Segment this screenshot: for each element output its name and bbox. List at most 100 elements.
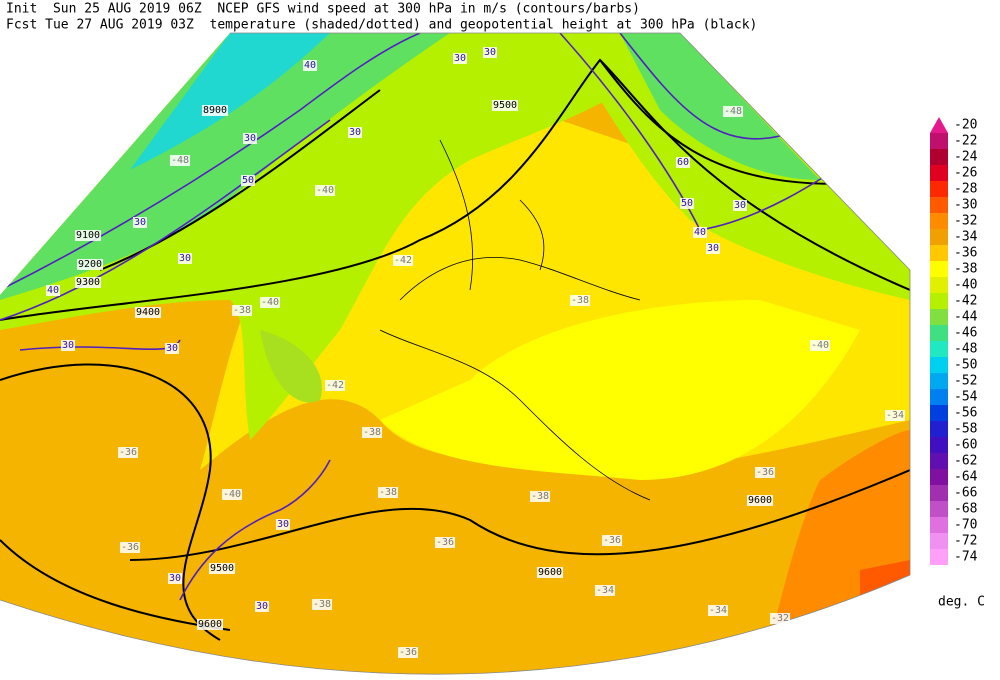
label-box: [231, 305, 253, 316]
label-box: [491, 100, 519, 111]
colorbar-label: -34: [954, 230, 978, 245]
temperature-label: -48: [171, 155, 189, 166]
label-box: [201, 105, 229, 116]
label-box: [361, 427, 383, 438]
temperature-label: -42: [394, 255, 412, 266]
label-box: [536, 567, 564, 578]
colorbar-swatch: [930, 405, 948, 421]
temperature-label: -38: [313, 599, 331, 610]
colorbar-swatch: [930, 261, 948, 277]
temperature-label: -40: [316, 185, 334, 196]
colorbar-label: -62: [954, 454, 977, 469]
colorbar-label: -40: [954, 278, 977, 293]
colorbar-swatch: [930, 341, 948, 357]
label-box: [242, 133, 258, 144]
label-box: [377, 487, 399, 498]
label-box: [397, 647, 419, 658]
colorbar-swatch: [930, 149, 948, 165]
height-label: 8900: [203, 105, 227, 116]
label-box: [60, 340, 76, 351]
label-box: [392, 255, 414, 266]
label-box: [76, 259, 104, 270]
wind-label: 30: [179, 253, 191, 264]
label-box: [169, 155, 191, 166]
height-label: 9600: [198, 619, 222, 630]
colorbar-swatch: [930, 181, 948, 197]
colorbar-label: -36: [954, 246, 977, 261]
label-box: [275, 519, 291, 530]
temperature-label: -34: [709, 605, 727, 616]
colorbar-label: -28: [954, 182, 977, 197]
colorbar-swatch: [930, 197, 948, 213]
colorbar-swatch: [930, 437, 948, 453]
colorbar-swatch: [930, 549, 948, 565]
temperature-label: -48: [724, 106, 742, 117]
colorbar-swatch: [930, 165, 948, 181]
temperature-label: -40: [811, 340, 829, 351]
colorbar-label: -20: [954, 118, 977, 133]
label-box: [74, 277, 102, 288]
label-box: [196, 619, 224, 630]
wind-label: 40: [694, 227, 706, 238]
label-box: [347, 127, 363, 138]
colorbar-swatch: [930, 245, 948, 261]
colorbar-swatch: [930, 293, 948, 309]
colorbar-swatch: [930, 357, 948, 373]
height-label: 9400: [136, 307, 160, 318]
colorbar-label: -46: [954, 326, 977, 341]
temperature-label: -40: [261, 297, 279, 308]
map: [0, 33, 910, 675]
header-line: Fcst Tue 27 AUG 2019 03Z temperature (sh…: [6, 18, 757, 33]
temperature-label: -36: [756, 467, 774, 478]
temperature-label: -38: [571, 295, 589, 306]
colorbar-swatch: [930, 501, 948, 517]
label-box: [482, 47, 498, 58]
colorbar-label: -32: [954, 214, 977, 229]
wind-label: 30: [454, 53, 466, 64]
colorbar-swatch: [930, 533, 948, 549]
wind-label: 30: [349, 127, 361, 138]
label-box: [302, 60, 318, 71]
label-box: [324, 380, 346, 391]
height-label: 9600: [538, 567, 562, 578]
label-box: [117, 447, 139, 458]
colorbar-label: -24: [954, 150, 978, 165]
colorbar-label: -50: [954, 358, 977, 373]
label-box: [254, 601, 270, 612]
colorbar-label: -68: [954, 502, 977, 517]
temperature-label: -38: [363, 427, 381, 438]
wind-label: 30: [166, 343, 178, 354]
label-box: [675, 157, 691, 168]
label-box: [754, 467, 776, 478]
wind-label: 30: [169, 573, 181, 584]
temperature-label: -38: [379, 487, 397, 498]
colorbar-unit: deg. C: [938, 595, 985, 610]
colorbar-label: -66: [954, 486, 977, 501]
label-box: [601, 535, 623, 546]
label-box: [164, 343, 180, 354]
colorbar-swatch: [930, 389, 948, 405]
temperature-label: -34: [596, 585, 614, 596]
temperature-label: -36: [119, 447, 137, 458]
temperature-label: -42: [326, 380, 344, 391]
label-box: [809, 340, 831, 351]
height-label: 9300: [76, 277, 100, 288]
label-box: [732, 200, 748, 211]
label-box: [679, 198, 695, 209]
wind-label: 40: [47, 285, 59, 296]
colorbar-swatch: [930, 373, 948, 389]
height-label: 9100: [76, 230, 100, 241]
header-line: Init Sun 25 AUG 2019 06Z NCEP GFS wind s…: [6, 2, 640, 17]
temperature-label: -36: [399, 647, 417, 658]
label-box: [259, 297, 281, 308]
colorbar-swatch: [930, 421, 948, 437]
label-box: [692, 227, 708, 238]
label-box: [208, 563, 236, 574]
colorbar-swatch: [930, 453, 948, 469]
label-box: [884, 410, 906, 421]
label-box: [221, 489, 243, 500]
label-box: [132, 217, 148, 228]
wind-label: 30: [134, 217, 146, 228]
wind-label: 30: [62, 340, 74, 351]
